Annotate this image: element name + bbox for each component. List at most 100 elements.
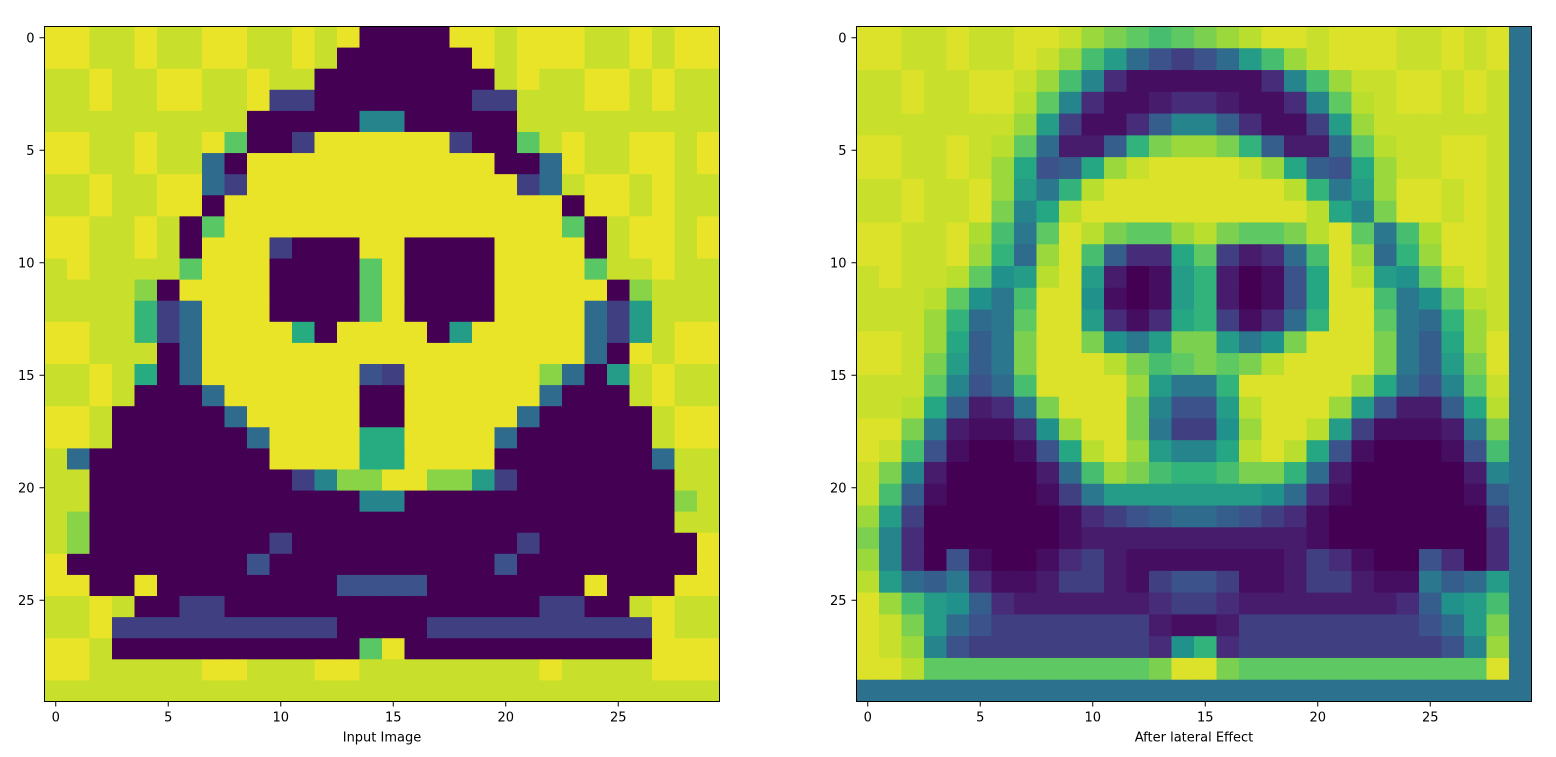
heatmap-cell: [1329, 461, 1352, 485]
heatmap-cell: [382, 490, 405, 513]
heatmap-cell: [449, 195, 473, 217]
heatmap-cell: [1464, 483, 1487, 506]
heatmap-cell: [517, 131, 540, 154]
heatmap-cell: [946, 48, 970, 71]
heatmap-cell: [292, 26, 315, 48]
y-tick-label: 0: [838, 31, 846, 46]
heatmap-cell: [562, 237, 585, 259]
heatmap-cell: [472, 406, 495, 428]
heatmap-cell: [1284, 91, 1307, 114]
heatmap-cell: [494, 47, 518, 70]
heatmap-cell: [472, 638, 495, 660]
heatmap-cell: [1059, 48, 1082, 71]
heatmap-cell: [901, 48, 925, 71]
heatmap-cell: [946, 657, 970, 681]
heatmap-cell: [1261, 91, 1285, 114]
heatmap-cell: [1216, 570, 1240, 594]
heatmap-cell: [1239, 113, 1262, 136]
heatmap-cell: [89, 47, 113, 70]
heatmap-cell: [856, 657, 880, 681]
heatmap-cell: [562, 553, 585, 576]
heatmap-cell: [584, 385, 608, 407]
heatmap-cell: [404, 490, 428, 513]
heatmap-cell: [924, 592, 947, 615]
heatmap-cell: [562, 279, 585, 302]
heatmap-cell: [539, 617, 563, 639]
heatmap-cell: [629, 153, 653, 175]
heatmap-cell: [1171, 440, 1195, 463]
heatmap-cell: [969, 483, 992, 506]
heatmap-cell: [856, 592, 880, 615]
heatmap-cell: [337, 258, 360, 281]
heatmap-cell: [1261, 483, 1285, 506]
heatmap-cell: [629, 279, 653, 302]
heatmap-cell: [89, 68, 113, 91]
heatmap-cell: [404, 110, 428, 133]
heatmap-cell: [652, 237, 675, 259]
heatmap-cell: [382, 174, 405, 196]
heatmap-cell: [44, 638, 68, 660]
heatmap-cell: [134, 680, 158, 702]
heatmap-cell: [1306, 440, 1330, 463]
heatmap-cell: [112, 469, 135, 491]
heatmap-cell: [449, 279, 473, 302]
heatmap-cell: [674, 659, 698, 681]
heatmap-cell: [224, 237, 248, 259]
heatmap-cell: [991, 331, 1015, 354]
heatmap-cell: [1441, 135, 1465, 158]
heatmap-cell: [856, 549, 880, 572]
heatmap-cell: [359, 237, 383, 259]
heatmap-cell: [539, 174, 563, 196]
y-tick-label: 0: [26, 31, 34, 46]
heatmap-cell: [202, 300, 225, 323]
heatmap-cell: [946, 440, 970, 463]
heatmap-cell: [449, 574, 473, 597]
heatmap-cell: [427, 68, 450, 91]
heatmap-cell: [112, 321, 135, 344]
y-tick-label: 25: [830, 594, 847, 609]
heatmap-cell: [1374, 396, 1397, 419]
heatmap-cell: [969, 614, 992, 637]
heatmap-cell: [1014, 26, 1037, 49]
heatmap-cell: [359, 195, 383, 217]
heatmap-cell: [224, 427, 248, 449]
heatmap-cell: [991, 135, 1015, 158]
heatmap-cell: [382, 406, 405, 428]
heatmap-cell: [1329, 331, 1352, 354]
heatmap-cell: [652, 195, 675, 217]
heatmap-cell: [67, 469, 90, 491]
heatmap-cell: [584, 490, 608, 513]
heatmap-cell: [674, 638, 698, 660]
heatmap-cell: [584, 617, 608, 639]
heatmap-cell: [427, 258, 450, 281]
heatmap-cell: [697, 617, 720, 639]
heatmap-cell: [202, 406, 225, 428]
heatmap-cell: [202, 47, 225, 70]
heatmap-cell: [1081, 527, 1105, 550]
heatmap-cell: [44, 195, 68, 217]
heatmap-cell: [314, 490, 338, 513]
heatmap-cell: [969, 549, 992, 572]
heatmap-cell: [539, 195, 563, 217]
heatmap-cell: [901, 636, 925, 659]
heatmap-cell: [1194, 113, 1217, 136]
heatmap-cell: [1194, 483, 1217, 506]
heatmap-cell: [1396, 200, 1420, 223]
heatmap-cell: [1149, 200, 1172, 223]
heatmap-cell: [1509, 309, 1532, 332]
heatmap-cell: [112, 195, 135, 217]
heatmap-cell: [1194, 222, 1217, 245]
heatmap-cell: [202, 195, 225, 217]
heatmap-cell: [517, 68, 540, 91]
heatmap-cell: [924, 657, 947, 681]
heatmap-cell: [404, 448, 428, 470]
heatmap-cell: [382, 364, 405, 386]
heatmap-cell: [879, 244, 902, 267]
heatmap-cell: [89, 574, 113, 597]
heatmap-cell: [1329, 483, 1352, 506]
heatmap-cell: [991, 636, 1015, 659]
heatmap-cell: [674, 596, 698, 618]
heatmap-cell: [1419, 331, 1442, 354]
heatmap-cell: [1509, 592, 1532, 615]
heatmap-cell: [134, 385, 158, 407]
